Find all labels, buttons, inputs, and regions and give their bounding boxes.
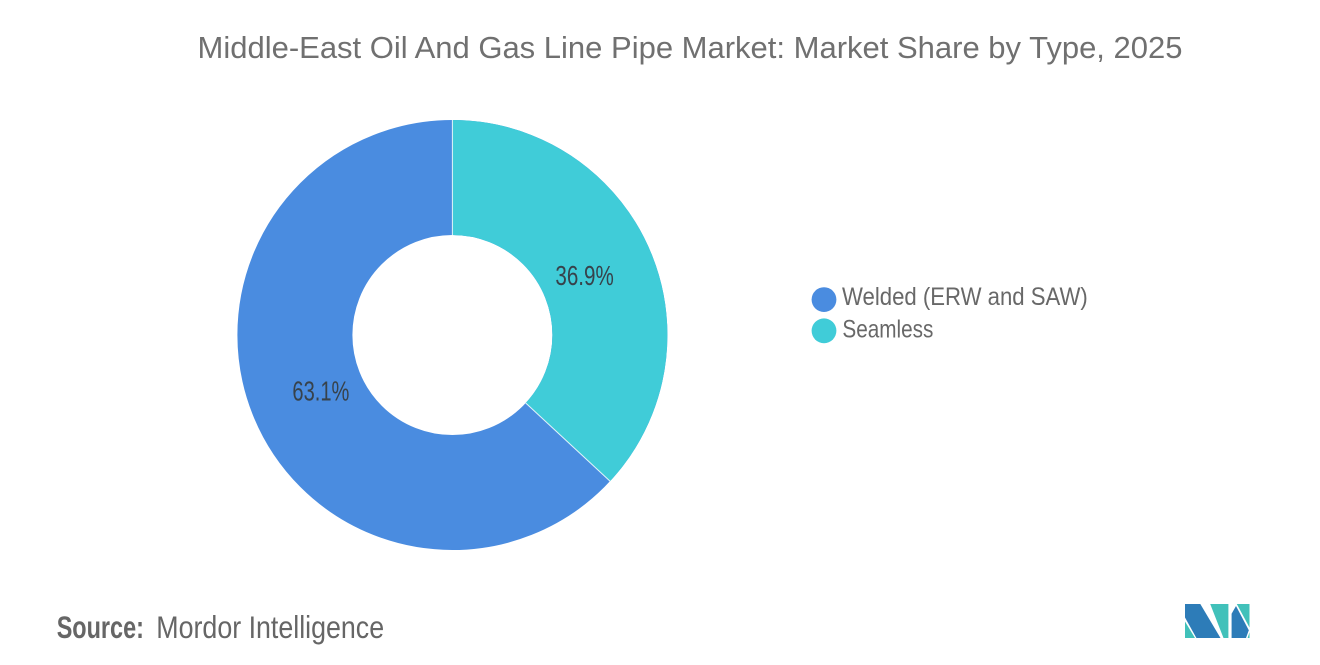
svg-text:Source:: Source: <box>57 609 144 645</box>
svg-text:Welded (ERW and SAW): Welded (ERW and SAW) <box>842 283 1088 311</box>
svg-text:63.1%: 63.1% <box>292 375 349 406</box>
svg-text:Seamless: Seamless <box>842 315 933 343</box>
svg-text:36.9%: 36.9% <box>555 260 613 291</box>
svg-text:Mordor Intelligence: Mordor Intelligence <box>156 609 384 645</box>
svg-text:Middle-East Oil And Gas Line P: Middle-East Oil And Gas Line Pipe Market… <box>198 30 1183 65</box>
